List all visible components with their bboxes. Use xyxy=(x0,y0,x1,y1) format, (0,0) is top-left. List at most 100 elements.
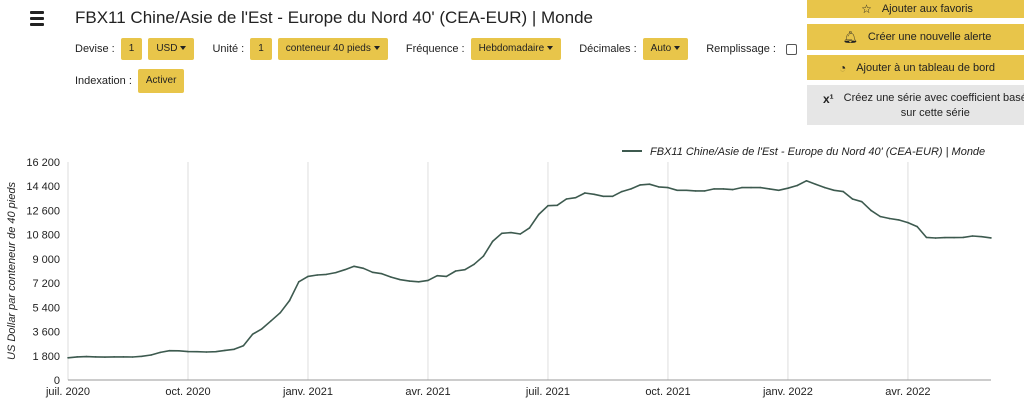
data-point xyxy=(67,356,69,359)
data-point xyxy=(122,356,125,358)
bell-icon: 🔔︎ xyxy=(842,30,858,44)
menu-icon[interactable] xyxy=(30,11,44,29)
data-point xyxy=(94,356,97,358)
x-tick-label: juil. 2021 xyxy=(525,386,570,398)
create-alert-label: Créer une nouvelle alerte xyxy=(867,31,992,43)
data-point xyxy=(362,267,365,270)
data-point xyxy=(694,190,697,192)
y-tick-label: 0 xyxy=(54,375,60,387)
data-point xyxy=(667,186,669,189)
create-series-line1: Créez une série avec coefficient basé xyxy=(843,92,1024,104)
data-point xyxy=(713,188,715,190)
data-point xyxy=(251,333,254,336)
data-point xyxy=(584,192,586,194)
data-point xyxy=(648,183,651,186)
add-favorite-label: Ajouter aux favoris xyxy=(881,3,973,15)
y-tick-label: 5 400 xyxy=(32,302,60,314)
data-point xyxy=(824,186,826,189)
x-tick-label: oct. 2020 xyxy=(165,386,210,398)
data-point xyxy=(482,255,485,257)
x-tick-label: janv. 2022 xyxy=(762,386,813,398)
data-point xyxy=(925,236,928,239)
data-point xyxy=(233,348,235,351)
data-point xyxy=(796,184,798,187)
y-tick-label: 7 200 xyxy=(32,278,60,290)
data-point xyxy=(288,299,291,302)
data-point xyxy=(528,227,531,229)
data-point xyxy=(177,349,180,352)
data-point xyxy=(953,236,955,239)
data-point xyxy=(676,189,678,192)
data-point xyxy=(833,189,835,192)
x-tick-label: oct. 2021 xyxy=(645,386,690,398)
decimales-dropdown[interactable]: Auto xyxy=(642,38,689,60)
data-point xyxy=(445,275,448,278)
x-tick-label: avr. 2022 xyxy=(885,386,930,398)
create-series-button[interactable]: x¹ Créez une série avec coefficient basé… xyxy=(807,85,1024,125)
data-point xyxy=(168,349,171,352)
data-point xyxy=(297,280,300,283)
unite-qty[interactable]: 1 xyxy=(250,38,272,60)
data-point xyxy=(85,355,88,358)
data-point xyxy=(750,186,752,189)
data-point xyxy=(270,319,272,322)
data-point xyxy=(381,272,383,275)
data-point xyxy=(150,354,152,356)
series-line xyxy=(67,179,992,359)
decimales-label: Décimales : xyxy=(579,43,637,55)
data-point xyxy=(980,235,983,238)
data-point xyxy=(113,356,115,358)
data-point xyxy=(814,183,817,186)
data-point xyxy=(104,356,106,358)
data-point xyxy=(611,195,614,198)
data-point xyxy=(962,236,965,239)
x-tick-label: juil. 2020 xyxy=(45,386,90,398)
data-point xyxy=(537,213,540,216)
frequence-label: Fréquence : xyxy=(405,43,465,55)
data-point xyxy=(759,186,762,189)
devise-label: Devise : xyxy=(75,43,115,55)
data-point xyxy=(934,237,937,239)
data-point xyxy=(491,240,494,243)
x-tick-label: avr. 2021 xyxy=(405,386,450,398)
chevron-down-icon xyxy=(674,46,681,51)
data-point xyxy=(593,193,595,196)
indexation-label: Indexation : xyxy=(75,75,132,87)
data-point xyxy=(141,355,143,358)
unite-label: Unité : xyxy=(212,43,245,55)
create-alert-button[interactable]: 🔔︎ Créer une nouvelle alerte xyxy=(807,24,1024,50)
data-point xyxy=(196,350,199,353)
devise-qty[interactable]: 1 xyxy=(120,38,143,60)
unite-dropdown[interactable]: conteneur 40 pieds xyxy=(277,38,388,60)
data-point xyxy=(261,328,263,330)
data-point xyxy=(353,265,355,268)
data-point xyxy=(205,351,208,353)
data-point xyxy=(971,235,974,237)
y-tick-label: 9 000 xyxy=(32,254,60,266)
data-point xyxy=(621,190,623,193)
data-point xyxy=(944,236,946,239)
y-axis-label: US Dollar par conteneur de 40 pieds xyxy=(6,182,18,360)
y-tick-label: 16 200 xyxy=(26,157,60,169)
data-point xyxy=(565,198,568,200)
add-favorite-button[interactable]: ☆ Ajouter aux favoris xyxy=(807,0,1024,18)
dashboard-icon: ◔ xyxy=(838,60,847,75)
chevron-down-icon xyxy=(373,46,380,51)
data-point xyxy=(768,188,771,190)
data-point xyxy=(842,190,845,193)
line-chart: juil. 2020 oct. 2020 janv. 2021 avr. 2021 ju… xyxy=(6,146,992,398)
add-dashboard-label: Ajouter à un tableau de bord xyxy=(856,61,996,74)
coefficient-icon: x¹ xyxy=(823,92,834,106)
data-point xyxy=(851,198,854,200)
devise-dropdown[interactable]: USD xyxy=(148,38,195,60)
data-point xyxy=(574,196,577,199)
frequence-value: Hebdomadaire xyxy=(478,43,545,54)
add-dashboard-button[interactable]: ◔ Ajouter à un tableau de bord xyxy=(807,55,1024,80)
data-point xyxy=(602,195,605,198)
frequence-dropdown[interactable]: Hebdomadaire xyxy=(470,38,562,60)
data-point xyxy=(657,186,660,188)
remplissage-checkbox[interactable] xyxy=(785,43,797,55)
data-point xyxy=(408,280,411,282)
indexation-button[interactable]: Activer xyxy=(137,69,185,93)
data-point xyxy=(427,279,429,282)
